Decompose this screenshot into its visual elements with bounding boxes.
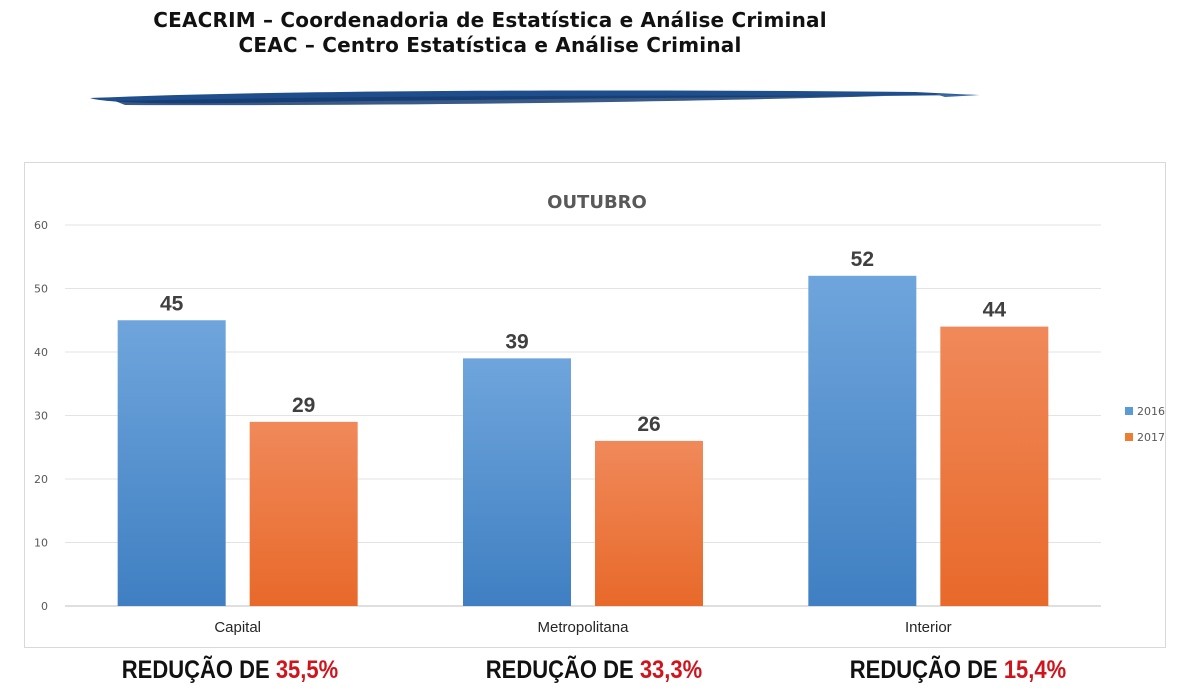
reduction-capital: REDUÇÃO DE 35,5% [89,656,371,685]
y-tick-label: 0 [41,600,48,613]
bar-metropolitana-2016 [463,358,571,606]
reduction-value: 33,3% [639,656,703,684]
bar-capital-2017 [249,421,358,606]
legend-swatch-2017 [1125,433,1133,441]
bar-value-label: 29 [292,394,315,417]
header-line-1: CEACRIM – Coordenadoria de Estatística e… [153,8,827,32]
legend-label-2017: 2017 [1137,431,1165,444]
category-label: Capital [214,619,261,636]
reduction-label: REDUÇÃO DE [121,656,270,684]
reduction-label: REDUÇÃO DE [849,656,998,684]
reduction-value: 15,4% [1003,656,1067,684]
bar-interior-2017 [940,326,1049,606]
bar-value-label: 39 [505,330,528,353]
reduction-interior: REDUÇÃO DE 15,4% [817,656,1099,685]
bar-chart: OUTUBRO 0 10 20 30 40 50 60 45 29 Capital 39 26 Met… [34,192,1165,636]
category-label: Interior [905,619,952,636]
header-line-2: CEAC – Centro Estatística e Análise Crim… [238,33,742,57]
bar-value-label: 52 [851,248,874,271]
legend-swatch-2016 [1125,407,1133,415]
legend-label-2016: 2016 [1137,405,1165,418]
category-label: Metropolitana [538,619,630,636]
y-tick-label: 60 [34,219,48,232]
reduction-metropolitana: REDUÇÃO DE 33,3% [453,656,735,685]
y-tick-label: 30 [34,410,48,423]
bar-metropolitana-2017 [595,440,703,606]
chart-title: OUTUBRO [547,192,647,213]
bar-value-label: 45 [160,292,184,315]
reduction-label: REDUÇÃO DE [485,656,634,684]
bar-value-label: 44 [983,299,1007,322]
y-tick-label: 50 [34,283,48,296]
bar-value-label: 26 [637,413,660,436]
brush-stroke-decoration [90,90,980,106]
y-tick-label: 20 [34,473,48,486]
y-tick-label: 40 [34,346,48,359]
chart-frame: OUTUBRO 0 10 20 30 40 50 60 45 29 Capital 39 26 Met… [24,162,1166,648]
reduction-value: 35,5% [275,656,339,684]
bar-capital-2016 [117,320,226,606]
report-header: CEACRIM – Coordenadoria de Estatística e… [0,8,980,58]
y-tick-label: 10 [34,537,48,550]
bar-interior-2016 [808,275,917,606]
